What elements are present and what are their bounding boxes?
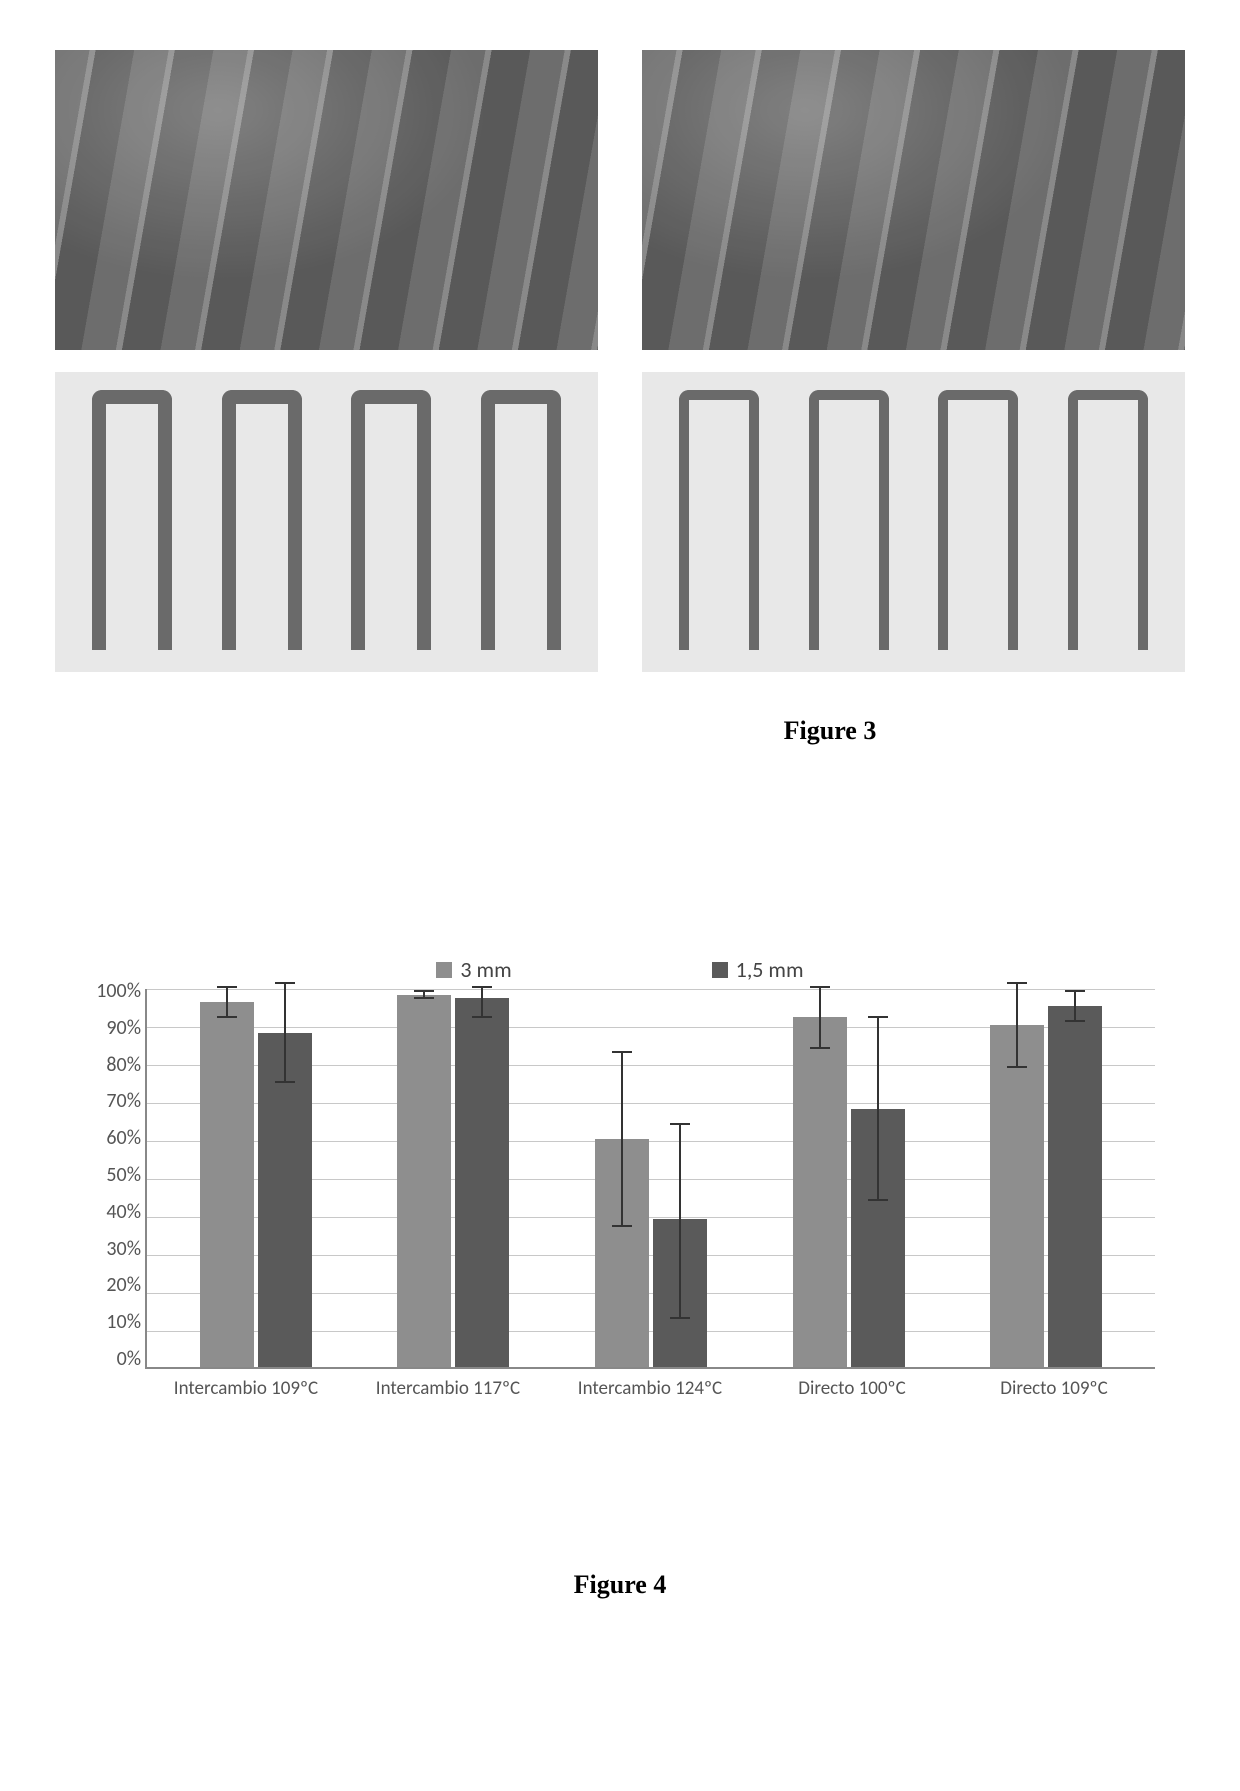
bar-group [181,1002,331,1367]
figure-3-photo-top-right [642,50,1185,350]
bar [990,1025,1044,1367]
bar [595,1139,649,1367]
y-axis-labels: 100% 90% 80% 70% 60% 50% 40% 30% 20% 10% 0% [87,979,141,1371]
error-cap [472,1016,492,1018]
error-bar [877,1017,879,1199]
bar-group [576,1139,726,1367]
figure-3-photo-grid [55,50,1185,672]
chart-legend: 3 mm 1,5 mm [85,956,1155,983]
figure-3-photo-top-left [55,50,598,350]
error-cap [612,1051,632,1053]
y-tick-label: 60% [87,1126,141,1150]
bar-group [774,1017,924,1367]
y-tick-label: 70% [87,1089,141,1113]
error-cap [1065,1020,1085,1022]
y-tick-label: 100% [87,979,141,1003]
error-cap [414,990,434,992]
bar [455,998,509,1367]
error-bar [284,983,286,1082]
u-strip [222,390,302,650]
error-cap [670,1123,690,1125]
error-bar [819,987,821,1048]
error-cap [217,1016,237,1018]
error-cap [1065,990,1085,992]
u-strip [1068,390,1148,650]
x-tick-label: Intercambio 109ºC [156,1377,336,1400]
y-tick-label: 30% [87,1237,141,1261]
error-bar [1016,983,1018,1067]
bar [653,1219,707,1367]
y-tick-label: 80% [87,1053,141,1077]
u-strip [679,390,759,650]
error-bar [481,987,483,1017]
error-bar [226,987,228,1017]
error-cap [472,986,492,988]
error-bar [679,1124,681,1318]
legend-label: 3 mm [460,956,511,983]
error-cap [1007,982,1027,984]
bar [793,1017,847,1367]
figure-3-caption: Figure 3 [784,716,877,746]
error-bar [1074,991,1076,1021]
x-tick-label: Intercambio 117ºC [358,1377,538,1400]
y-tick-label: 10% [87,1310,141,1334]
u-strip [351,390,431,650]
y-tick-label: 50% [87,1163,141,1187]
u-strip [92,390,172,650]
error-bar [621,1052,623,1227]
legend-label: 1,5 mm [736,956,804,983]
x-axis-labels: Intercambio 109ºC Intercambio 117ºC Interc… [145,1377,1155,1400]
error-cap [868,1016,888,1018]
legend-item-1-5mm: 1,5 mm [712,956,804,983]
legend-swatch-icon [712,962,728,978]
u-strip [938,390,1018,650]
error-cap [868,1199,888,1201]
bar [851,1109,905,1367]
error-cap [275,1081,295,1083]
legend-item-3mm: 3 mm [436,956,511,983]
u-strip [481,390,561,650]
bar [258,1033,312,1367]
figure-3-photo-bottom-right [642,372,1185,672]
error-cap [810,1047,830,1049]
y-tick-label: 90% [87,1016,141,1040]
figure-3-photo-bottom-left [55,372,598,672]
chart-bar-groups [147,989,1155,1367]
x-tick-label: Intercambio 124ºC [560,1377,740,1400]
y-tick-label: 0% [87,1347,141,1371]
error-cap [1007,1066,1027,1068]
error-cap [275,982,295,984]
bar-group [971,1006,1121,1367]
x-tick-label: Directo 100ºC [762,1377,942,1400]
y-tick-label: 40% [87,1200,141,1224]
chart-plot-area: 100%90%80%70%60%50%40%30%20%10%0% [145,989,1155,1369]
figure-4-caption: Figure 4 [55,1570,1185,1600]
bar [1048,1006,1102,1367]
y-tick-label: 20% [87,1273,141,1297]
error-cap [810,986,830,988]
u-strip [809,390,889,650]
x-tick-label: Directo 109ºC [964,1377,1144,1400]
legend-swatch-icon [436,962,452,978]
error-cap [217,986,237,988]
bar [397,995,451,1367]
figure-4-chart: 3 mm 1,5 mm 100% 90% 80% 70% 60% 50% 40% 30% 20%… [55,956,1185,1400]
error-cap [414,997,434,999]
bar-group [378,995,528,1367]
bar [200,1002,254,1367]
error-cap [670,1317,690,1319]
error-cap [612,1225,632,1227]
